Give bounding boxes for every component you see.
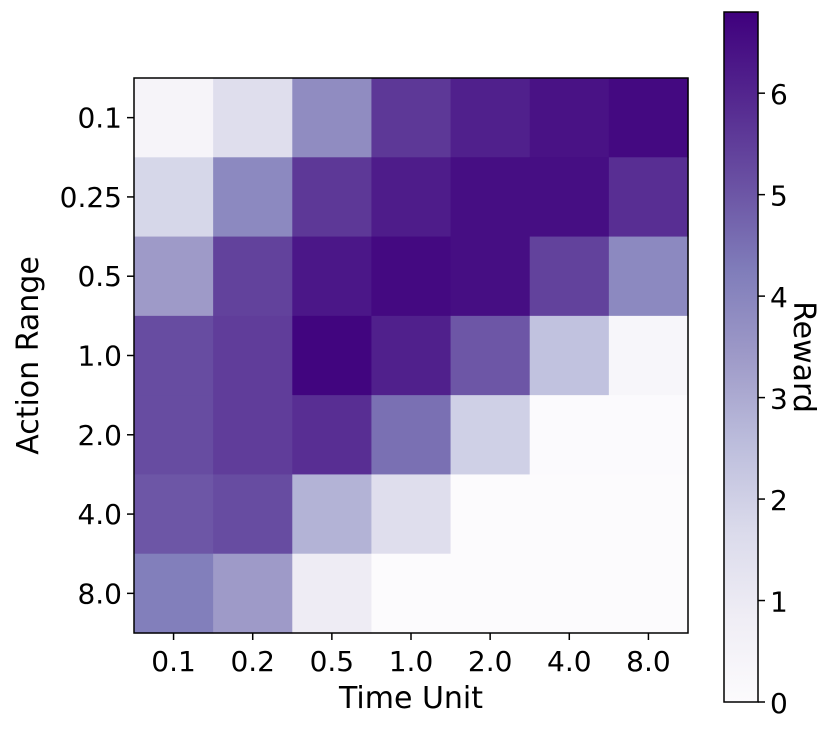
heatmap-cell-r6-c2 — [292, 553, 373, 634]
x-axis-label: Time Unit — [338, 681, 483, 716]
heatmap-cell-r0-c2 — [292, 78, 373, 158]
heatmap-cell-r4-c4 — [450, 395, 531, 476]
heatmap-cell-r5-c0 — [134, 474, 214, 555]
heatmap-cell-r6-c6 — [608, 553, 689, 634]
y-tick-label: 8.0 — [77, 577, 122, 610]
colorbar-tick-label: 1 — [770, 586, 788, 619]
heatmap-cell-r3-c0 — [134, 315, 214, 396]
heatmap-cell-r1-c3 — [371, 157, 452, 238]
y-tick-label: 2.0 — [77, 419, 122, 452]
heatmap-cell-r2-c1 — [213, 236, 293, 317]
x-tick-label: 0.2 — [230, 645, 275, 678]
heatmap-cell-r6-c1 — [213, 553, 293, 634]
heatmap-cell-r4-c2 — [292, 395, 373, 476]
heatmap-cell-r1-c0 — [134, 157, 214, 238]
y-axis-ticks: 0.1 0.25 0.5 1.0 2.0 4.0 8.0 — [60, 102, 134, 610]
heatmap-cell-r1-c5 — [529, 157, 610, 238]
heatmap-cell-r4-c5 — [529, 395, 610, 476]
heatmap-cell-r5-c3 — [371, 474, 452, 555]
heatmap-cell-r6-c0 — [134, 553, 214, 634]
heatmap-cell-r5-c4 — [450, 474, 531, 555]
colorbar-ticks: 0 1 2 3 4 5 6 — [758, 78, 788, 720]
heatmap-cell-r1-c1 — [213, 157, 293, 238]
y-tick-label: 0.25 — [60, 181, 122, 214]
colorbar-tick-label: 3 — [770, 383, 788, 416]
colorbar-tick-label: 2 — [770, 484, 788, 517]
heatmap-cell-r5-c6 — [608, 474, 689, 555]
heatmap-cell-r6-c3 — [371, 553, 452, 634]
heatmap-cell-r1-c2 — [292, 157, 373, 238]
heatmap-cell-r5-c2 — [292, 474, 373, 555]
colorbar-tick-label: 4 — [770, 281, 788, 314]
y-tick-label: 0.1 — [77, 102, 122, 135]
x-tick-label: 4.0 — [547, 645, 592, 678]
heatmap-cell-r2-c0 — [134, 236, 214, 317]
heatmap-cell-r4-c1 — [213, 395, 293, 476]
heatmap-cell-r2-c2 — [292, 236, 373, 317]
y-tick-label: 0.5 — [77, 260, 122, 293]
heatmap-cell-r3-c2 — [292, 315, 373, 396]
heatmap-cells — [134, 78, 689, 634]
x-tick-label: 0.5 — [310, 645, 355, 678]
heatmap-cell-r3-c4 — [450, 315, 531, 396]
heatmap-cell-r6-c4 — [450, 553, 531, 634]
x-tick-label: 8.0 — [626, 645, 671, 678]
heatmap-cell-r3-c3 — [371, 315, 452, 396]
colorbar-tick-label: 6 — [770, 78, 788, 111]
heatmap-cell-r0-c1 — [213, 78, 293, 158]
x-tick-label: 1.0 — [389, 645, 434, 678]
heatmap-cell-r0-c4 — [450, 78, 531, 158]
heatmap-cell-r1-c6 — [608, 157, 689, 238]
x-tick-label: 2.0 — [468, 645, 513, 678]
heatmap-cell-r3-c1 — [213, 315, 293, 396]
heatmap-cell-r2-c4 — [450, 236, 531, 317]
heatmap-cell-r3-c6 — [608, 315, 689, 396]
heatmap-cell-r2-c5 — [529, 236, 610, 317]
colorbar-tick-label: 5 — [770, 180, 788, 213]
heatmap-cell-r6-c5 — [529, 553, 610, 634]
colorbar — [723, 11, 759, 703]
colorbar-label: Reward — [786, 301, 821, 413]
heatmap-cell-r3-c5 — [529, 315, 610, 396]
heatmap-cell-r0-c6 — [608, 78, 689, 158]
heatmap-cell-r0-c0 — [134, 78, 214, 158]
heatmap-cell-r0-c5 — [529, 78, 610, 158]
y-axis-label: Action Range — [11, 256, 46, 455]
colorbar-tick-label: 0 — [770, 687, 788, 720]
x-tick-label: 0.1 — [151, 645, 196, 678]
heatmap-cell-r5-c1 — [213, 474, 293, 555]
heatmap-cell-r4-c3 — [371, 395, 452, 476]
heatmap-cell-r1-c4 — [450, 157, 531, 238]
y-tick-label: 4.0 — [77, 498, 122, 531]
y-tick-label: 1.0 — [77, 340, 122, 373]
x-axis-ticks: 0.1 0.2 0.5 1.0 2.0 4.0 8.0 — [151, 633, 671, 678]
heatmap-cell-r2-c3 — [371, 236, 452, 317]
heatmap-cell-r0-c3 — [371, 78, 452, 158]
heatmap-cell-r5-c5 — [529, 474, 610, 555]
heatmap-cell-r4-c0 — [134, 395, 214, 476]
heatmap-cell-r4-c6 — [608, 395, 689, 476]
heatmap-cell-r2-c6 — [608, 236, 689, 317]
